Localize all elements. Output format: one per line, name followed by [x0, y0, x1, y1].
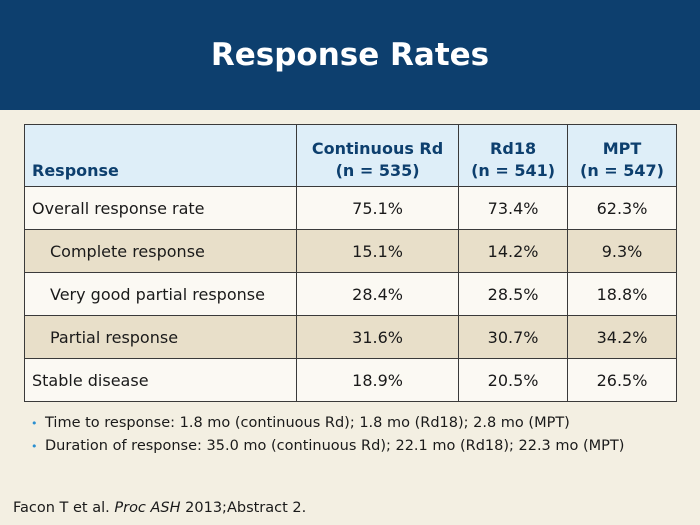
table-header-row: Response Continuous Rd (n = 535) Rd18 (n… [24, 124, 677, 187]
table-row: Complete response 15.1% 14.2% 9.3% [24, 229, 677, 273]
cell-value: 75.1% [295, 186, 460, 230]
cell-value: 28.4% [295, 272, 460, 316]
row-label: Overall response rate [24, 186, 297, 230]
table-row: Partial response 31.6% 30.7% 34.2% [24, 315, 677, 359]
cell-value: 9.3% [567, 229, 677, 273]
cell-value: 15.1% [295, 229, 460, 273]
row-label: Stable disease [24, 358, 297, 402]
bullet-dot-icon: • [31, 440, 38, 453]
table-row: Very good partial response 28.4% 28.5% 1… [24, 272, 677, 316]
cell-value: 34.2% [567, 315, 677, 359]
citation-rest: 2013;Abstract 2. [180, 500, 307, 516]
citation-authors: Facon T et al. [13, 500, 115, 516]
cell-value: 20.5% [458, 358, 569, 402]
cell-value: 26.5% [567, 358, 677, 402]
header-mpt: MPT (n = 547) [567, 124, 677, 187]
list-item: • Time to response: 1.8 mo (continuous R… [31, 412, 671, 435]
title-bar: Response Rates [0, 0, 700, 110]
bullet-dot-icon: • [31, 417, 38, 430]
cell-value: 62.3% [567, 186, 677, 230]
cell-value: 14.2% [458, 229, 569, 273]
cell-value: 30.7% [458, 315, 569, 359]
cell-value: 18.9% [295, 358, 460, 402]
header-rd18-line1: Rd18 [490, 139, 537, 158]
table-row: Stable disease 18.9% 20.5% 26.5% [24, 358, 677, 402]
list-item: • Duration of response: 35.0 mo (continu… [31, 435, 671, 458]
header-rd18-line2: (n = 541) [471, 161, 556, 180]
row-label: Partial response [24, 315, 297, 359]
row-label: Complete response [24, 229, 297, 273]
citation-journal: Proc ASH [114, 500, 181, 516]
response-table: Response Continuous Rd (n = 535) Rd18 (n… [24, 124, 677, 402]
cell-value: 73.4% [458, 186, 569, 230]
table-row: Overall response rate 75.1% 73.4% 62.3% [24, 186, 677, 230]
header-continuous-rd: Continuous Rd (n = 535) [295, 124, 460, 187]
header-continuous-rd-line2: (n = 535) [335, 161, 420, 180]
cell-value: 28.5% [458, 272, 569, 316]
row-label: Very good partial response [24, 272, 297, 316]
header-mpt-line2: (n = 547) [580, 161, 664, 180]
cell-value: 18.8% [567, 272, 677, 316]
slide-title: Response Rates [210, 37, 490, 73]
bullet-text: Time to response: 1.8 mo (continuous Rd)… [45, 415, 570, 431]
bullet-text: Duration of response: 35.0 mo (continuou… [45, 438, 625, 454]
header-rd18: Rd18 (n = 541) [458, 124, 569, 187]
header-continuous-rd-line1: Continuous Rd [311, 139, 444, 158]
bullet-list: • Time to response: 1.8 mo (continuous R… [31, 412, 671, 458]
header-response: Response [24, 124, 297, 187]
citation: Facon T et al. Proc ASH 2013;Abstract 2. [13, 500, 306, 516]
header-mpt-line1: MPT [602, 139, 642, 158]
cell-value: 31.6% [295, 315, 460, 359]
